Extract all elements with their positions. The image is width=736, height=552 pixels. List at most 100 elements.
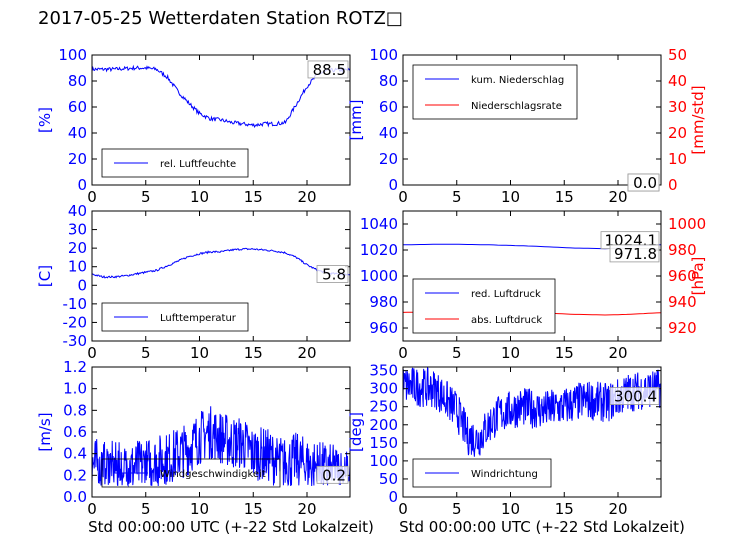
windspeed-ytick-label: 1.2: [63, 358, 87, 376]
temperature-legend-label: Lufttemperatur: [160, 313, 237, 324]
windspeed-ytick-label: 0.6: [63, 423, 87, 441]
temperature-ytick-label: 10: [68, 258, 87, 276]
precipitation-value-box: [627, 173, 660, 192]
winddirection-legend-label: Windrichtung: [471, 469, 538, 480]
windspeed-ylabel: [m/s]: [36, 412, 54, 451]
pressure-legend-label: abs. Luftdruck: [471, 315, 542, 326]
pressure-xtick-label: 15: [555, 344, 574, 362]
pressure-y2tick-label: 980: [668, 241, 697, 259]
precipitation-xtick-label: 10: [501, 188, 520, 206]
temperature-ylabel: [C]: [36, 265, 54, 287]
windspeed-xtick-label: 5: [141, 500, 151, 518]
humidity-ytick-label: 60: [68, 98, 87, 116]
temperature-last-value: 5.8: [322, 266, 346, 284]
pressure-y2tick-label: 920: [668, 319, 697, 337]
humidity-xtick-label: 15: [244, 188, 263, 206]
precipitation-y2tick-label: 0: [668, 176, 678, 194]
pressure-xtick-label: 0: [398, 344, 408, 362]
humidity-ytick-label: 0: [77, 176, 87, 194]
precipitation-y2tick-label: 10: [668, 150, 687, 168]
precipitation-y2label: [mm/std]: [689, 85, 707, 154]
winddirection-last-value: 300.4: [614, 388, 657, 406]
precipitation-ytick-label: 60: [379, 98, 398, 116]
pressure-ytick-label: 1020: [360, 241, 398, 259]
pressure-ytick-label: 1040: [360, 215, 398, 233]
precipitation-last-value: 0.0: [633, 174, 657, 192]
humidity-ytick-label: 80: [68, 72, 87, 90]
humidity-value-box: [307, 60, 349, 79]
precipitation-ytick-label: 100: [369, 46, 398, 64]
winddirection-xlabel: Std 00:00:00 UTC (+-22 Std Lokalzeit): [399, 518, 685, 536]
pressure-legend-box: [412, 278, 556, 334]
temperature-value-box: [316, 265, 349, 283]
temperature-xtick-label: 10: [190, 344, 209, 362]
winddirection-ytick-label: 350: [369, 362, 398, 380]
pressure-y2tick-label: 940: [668, 293, 697, 311]
winddirection-ytick-label: 200: [369, 416, 398, 434]
precipitation-xtick-label: 15: [555, 188, 574, 206]
pressure-ytick-label: 960: [369, 319, 398, 337]
winddirection-xtick-label: 20: [608, 500, 627, 518]
figure-title: 2017-05-25 Wetterdaten Station ROTZ□: [38, 8, 403, 29]
temperature-ytick-label: 20: [68, 239, 87, 257]
winddirection-xtick-label: 5: [452, 500, 462, 518]
temperature-ytick-label: 40: [68, 202, 87, 220]
windspeed-xtick-label: 0: [87, 500, 97, 518]
temperature-ytick-label: 30: [68, 221, 87, 239]
winddirection-ytick-label: 0: [388, 488, 398, 506]
winddirection-ylabel: [deg]: [347, 412, 365, 452]
precipitation-legend-label: Niederschlagsrate: [471, 101, 562, 112]
temperature-frame: [91, 210, 351, 342]
precipitation-frame: [402, 54, 662, 186]
precipitation-legend-box: [412, 64, 578, 120]
humidity-series-0-line: [92, 64, 350, 128]
winddirection-ytick-label: 100: [369, 452, 398, 470]
precipitation-ytick-label: 40: [379, 124, 398, 142]
winddirection-xtick-label: 0: [398, 500, 408, 518]
pressure-y2tick-label: 960: [668, 267, 697, 285]
windspeed-ytick-label: 0.4: [63, 445, 87, 463]
humidity-ytick-label: 40: [68, 124, 87, 142]
temperature-ytick-label: 0: [77, 276, 87, 294]
precipitation-y2tick-label: 20: [668, 124, 687, 142]
precipitation-ytick-label: 20: [379, 150, 398, 168]
windspeed-ytick-label: 0.0: [63, 488, 87, 506]
windspeed-xlabel: Std 00:00:00 UTC (+-22 Std Lokalzeit): [88, 518, 374, 536]
pressure-xtick-label: 20: [608, 344, 627, 362]
windspeed-last-value: 0.2: [322, 466, 346, 484]
precipitation-xtick-label: 20: [608, 188, 627, 206]
humidity-ytick-label: 20: [68, 150, 87, 168]
windspeed-value-box: [316, 465, 349, 484]
pressure-ytick-label: 980: [369, 293, 398, 311]
precipitation-xtick-label: 5: [452, 188, 462, 206]
temperature-xtick-label: 15: [244, 344, 263, 362]
windspeed-ytick-label: 0.2: [63, 466, 87, 484]
precipitation-ytick-label: 80: [379, 72, 398, 90]
humidity-last-value: 88.5: [313, 61, 346, 79]
temperature-ytick-label: -10: [63, 295, 88, 313]
precipitation-ytick-label: 0: [388, 176, 398, 194]
temperature-xtick-label: 0: [87, 344, 97, 362]
winddirection-ytick-label: 300: [369, 380, 398, 398]
temperature-xtick-label: 5: [141, 344, 151, 362]
pressure-y2tick-label: 1000: [668, 215, 706, 233]
windspeed-legend-label: Windgeschwindigkeit: [160, 469, 266, 480]
winddirection-ytick-label: 50: [379, 470, 398, 488]
winddirection-xtick-label: 15: [555, 500, 574, 518]
precipitation-xtick-label: 0: [398, 188, 408, 206]
pressure-xtick-label: 5: [452, 344, 462, 362]
humidity-xtick-label: 0: [87, 188, 97, 206]
humidity-legend-label: rel. Luftfeuchte: [160, 159, 236, 170]
temperature-ytick-label: -30: [63, 332, 88, 350]
pressure-last-value: 971.8: [614, 245, 657, 263]
pressure-y2label: [hPa]: [689, 257, 707, 296]
winddirection-ytick-label: 250: [369, 398, 398, 416]
pressure-value-box: [609, 244, 660, 263]
pressure-ytick-label: 1000: [360, 267, 398, 285]
humidity-frame: [91, 54, 351, 186]
windspeed-xtick-label: 15: [244, 500, 263, 518]
precipitation-y2tick-label: 40: [668, 72, 687, 90]
windspeed-legend-box: [101, 458, 281, 488]
windspeed-ytick-label: 1.0: [63, 380, 87, 398]
